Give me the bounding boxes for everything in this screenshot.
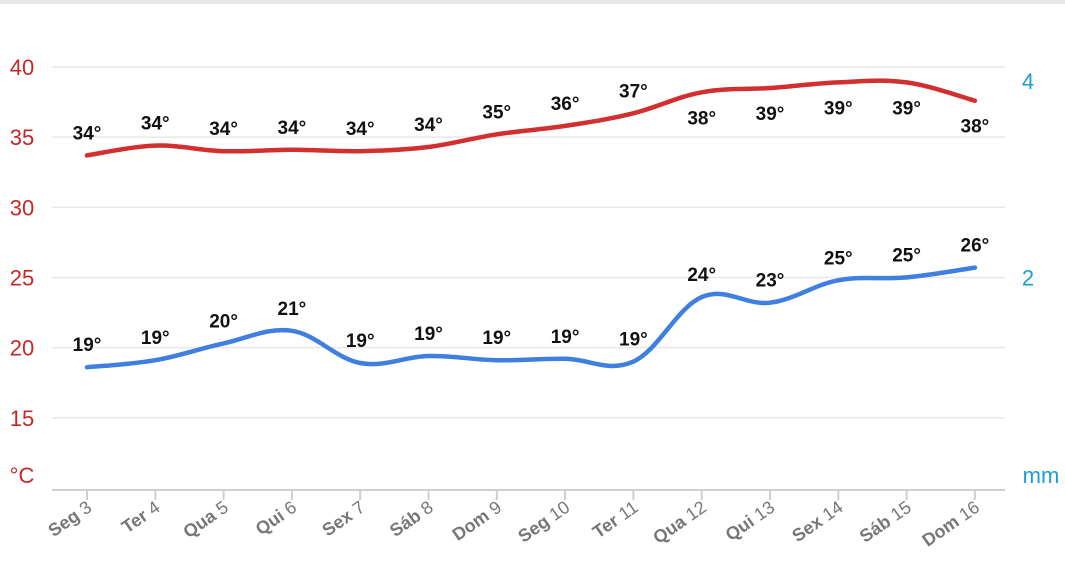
data-label: 36°	[551, 94, 580, 115]
x-tick-label: Dom 16	[918, 497, 983, 551]
series-line-max	[84, 78, 978, 158]
y-left-tick-label: 25	[10, 265, 34, 290]
x-tick-label: Sáb 8	[386, 497, 437, 541]
data-label: 19°	[346, 331, 375, 352]
data-label: 34°	[278, 118, 307, 139]
x-tick-label: Ter 4	[118, 497, 164, 537]
data-label: 23°	[756, 271, 785, 292]
data-label: 19°	[619, 330, 648, 351]
data-label: 34°	[209, 119, 238, 140]
data-label: 24°	[687, 265, 716, 286]
x-tick-label: Qua 12	[649, 497, 710, 548]
data-label: 39°	[824, 98, 853, 119]
data-label: 34°	[414, 115, 443, 136]
data-label: 38°	[961, 117, 990, 138]
data-label: 25°	[892, 245, 921, 266]
x-tick-label: Qui 6	[252, 497, 300, 539]
y-right-tick-label: 2	[1022, 265, 1034, 290]
grid-lines	[52, 66, 1005, 419]
series-lines	[84, 78, 978, 370]
y-left-tick-label: 40	[10, 55, 34, 80]
data-label: 19°	[482, 328, 511, 349]
x-tick-label: Sex 7	[318, 497, 368, 540]
data-label: 19°	[141, 328, 170, 349]
top-divider	[0, 0, 1065, 4]
y-right-unit-label: mm	[1023, 463, 1060, 488]
y-axis-left: 40 35 30 25 20 15 °C	[10, 55, 35, 488]
x-tick-label: Seg 3	[44, 497, 95, 541]
y-left-tick-label: 15	[10, 406, 34, 431]
data-label: 26°	[961, 236, 990, 257]
x-tick-label: Dom 9	[449, 497, 506, 545]
x-tick-label: Seg 10	[514, 497, 573, 547]
data-label: 19°	[73, 335, 102, 356]
x-tick-label: Qua 5	[179, 497, 231, 542]
data-label: 35°	[482, 102, 511, 123]
x-tick-label: Sex 14	[788, 497, 846, 546]
x-tick-label: Qui 13	[722, 497, 779, 545]
data-label: 37°	[619, 81, 648, 102]
y-left-tick-label: 35	[10, 125, 34, 150]
data-label: 20°	[209, 311, 238, 332]
data-label: 39°	[756, 104, 785, 125]
data-label: 19°	[414, 324, 443, 345]
x-axis	[52, 489, 1005, 500]
data-label: 19°	[551, 327, 580, 348]
y-left-tick-label: 30	[10, 195, 34, 220]
x-tick-label: Sáb 15	[856, 497, 915, 547]
y-right-tick-label: 4	[1022, 69, 1034, 94]
data-label: 34°	[346, 119, 375, 140]
series-line-min	[84, 265, 978, 370]
data-label: 34°	[141, 114, 170, 135]
data-label: 39°	[892, 98, 921, 119]
data-label: 21°	[278, 299, 307, 320]
y-axis-right: 4 2 mm	[1022, 69, 1059, 488]
data-labels: 34° 34° 34° 34° 34° 34° 35° 36° 37° 38° 39° 39° 39° 3…	[73, 81, 990, 356]
data-label: 34°	[73, 123, 102, 144]
data-label: 25°	[824, 248, 853, 269]
y-left-tick-label: 20	[10, 336, 34, 361]
x-tick-label: Ter 11	[589, 497, 642, 542]
y-left-unit-label: °C	[10, 463, 35, 488]
data-label: 38°	[687, 108, 716, 129]
